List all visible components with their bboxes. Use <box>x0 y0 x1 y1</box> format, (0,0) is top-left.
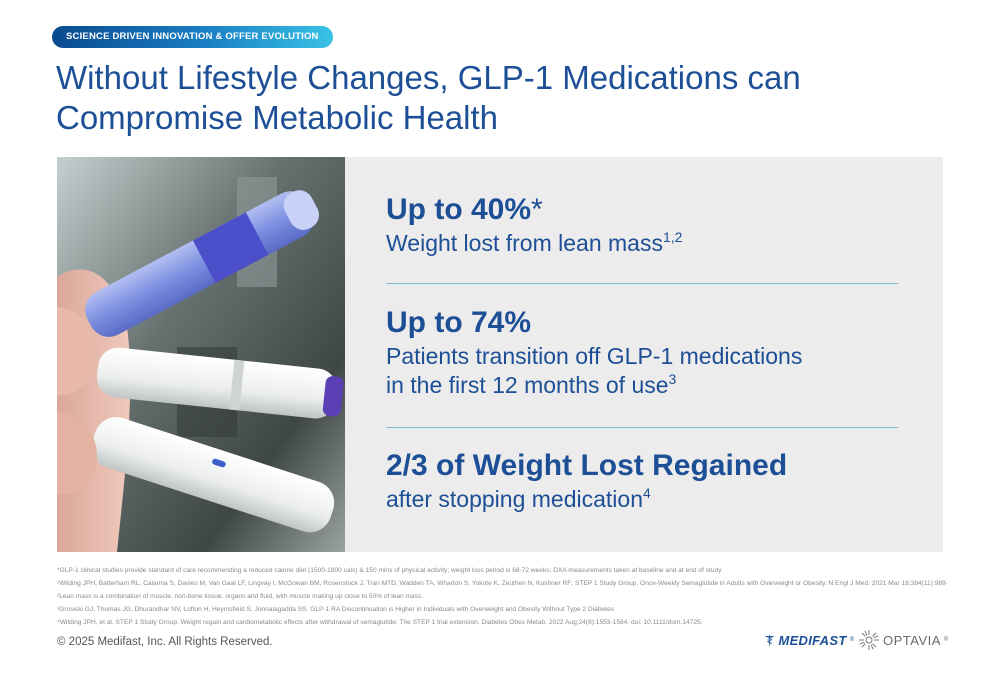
stat-transition-off: Up to 74% Patients transition off GLP-1 … <box>386 306 898 400</box>
brand-logos: MEDIFAST ® OPTAVIA ® <box>764 624 954 656</box>
medifast-wordmark: MEDIFAST <box>778 632 847 648</box>
asterisk-mark: * <box>531 193 543 226</box>
stats-list: Up to 40%* Weight lost from lean mass1,2… <box>386 157 898 552</box>
citation-sup: 4 <box>643 485 651 501</box>
footnote-3: ³Grosicki GJ, Thomas JG, Dhurandhar NV, … <box>57 606 614 613</box>
optavia-wordmark: OPTAVIA <box>883 632 941 648</box>
stat-weight-regained: 2/3 of Weight Lost Regained after stoppi… <box>386 449 898 514</box>
pens-illustration <box>57 157 345 552</box>
stat-headline: Up to 40%* <box>386 193 543 226</box>
medifast-registered-mark: ® <box>849 637 854 643</box>
footnote-asterisk: *GLP-1 clinical studies provide standard… <box>57 567 722 574</box>
divider-2 <box>386 427 898 428</box>
footnotes: *GLP-1 clinical studies provide standard… <box>57 564 947 629</box>
citation-sup: 1,2 <box>662 229 683 245</box>
section-badge: SCIENCE DRIVEN INNOVATION & OFFER EVOLUT… <box>52 26 333 48</box>
glp1-pens-photo <box>57 157 345 552</box>
footnote-2: ²Lean mass is a combination of muscle, n… <box>57 593 424 600</box>
divider-1 <box>386 283 898 284</box>
stat-lean-mass: Up to 40%* Weight lost from lean mass1,2 <box>386 193 898 258</box>
optavia-logo: OPTAVIA ® <box>858 626 952 654</box>
citation-sup: 3 <box>668 371 677 387</box>
stat-headline: 2/3 of Weight Lost Regained <box>386 449 788 482</box>
title-line-2: Compromise Metabolic Health <box>56 99 499 136</box>
footnote-4: ⁴Wilding JPH, et al. STEP 1 Study Group.… <box>57 619 703 626</box>
medifast-logo: MEDIFAST ® <box>764 626 854 654</box>
stat-description: Patients transition off GLP-1 medication… <box>386 343 803 398</box>
page-title: Without Lifestyle Changes, GLP-1 Medicat… <box>56 58 936 138</box>
copyright: © 2025 Medifast, Inc. All Rights Reserve… <box>57 636 273 648</box>
optavia-registered-mark: ® <box>943 637 949 643</box>
stat-headline: Up to 74% <box>386 306 532 339</box>
stat-description: Weight lost from lean mass1,2 <box>386 229 683 256</box>
footnote-1: ¹Wilding JPH, Batterham RL, Calanna S, D… <box>57 580 947 587</box>
sunburst-icon <box>859 630 879 650</box>
title-line-1: Without Lifestyle Changes, GLP-1 Medicat… <box>56 59 801 96</box>
stat-description: after stopping medication4 <box>386 485 651 512</box>
caduceus-icon <box>765 634 775 646</box>
